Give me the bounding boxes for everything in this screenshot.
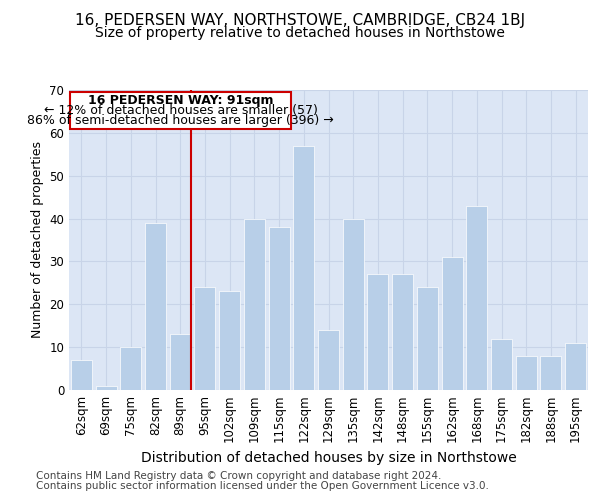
Bar [417, 287, 438, 390]
Bar [244, 218, 265, 390]
Bar [269, 227, 290, 390]
Bar [541, 356, 562, 390]
Bar [466, 206, 487, 390]
X-axis label: Distribution of detached houses by size in Northstowe: Distribution of detached houses by size … [140, 451, 517, 465]
Bar [565, 343, 586, 390]
Bar [516, 356, 537, 390]
Bar [318, 330, 339, 390]
Text: Contains HM Land Registry data © Crown copyright and database right 2024.: Contains HM Land Registry data © Crown c… [36, 471, 442, 481]
Bar [367, 274, 388, 390]
Bar [145, 223, 166, 390]
Text: 86% of semi-detached houses are larger (396) →: 86% of semi-detached houses are larger (… [28, 114, 334, 128]
Bar [392, 274, 413, 390]
Bar [70, 92, 292, 128]
Bar [71, 360, 92, 390]
Text: ← 12% of detached houses are smaller (57): ← 12% of detached houses are smaller (57… [44, 104, 318, 117]
Text: 16, PEDERSEN WAY, NORTHSTOWE, CAMBRIDGE, CB24 1BJ: 16, PEDERSEN WAY, NORTHSTOWE, CAMBRIDGE,… [75, 12, 525, 28]
Bar [442, 257, 463, 390]
Bar [491, 338, 512, 390]
Bar [343, 218, 364, 390]
Bar [194, 287, 215, 390]
Text: 16 PEDERSEN WAY: 91sqm: 16 PEDERSEN WAY: 91sqm [88, 94, 274, 107]
Y-axis label: Number of detached properties: Number of detached properties [31, 142, 44, 338]
Bar [219, 292, 240, 390]
Bar [95, 386, 116, 390]
Text: Size of property relative to detached houses in Northstowe: Size of property relative to detached ho… [95, 26, 505, 40]
Text: Contains public sector information licensed under the Open Government Licence v3: Contains public sector information licen… [36, 481, 489, 491]
Bar [170, 334, 191, 390]
Bar [293, 146, 314, 390]
Bar [120, 347, 141, 390]
